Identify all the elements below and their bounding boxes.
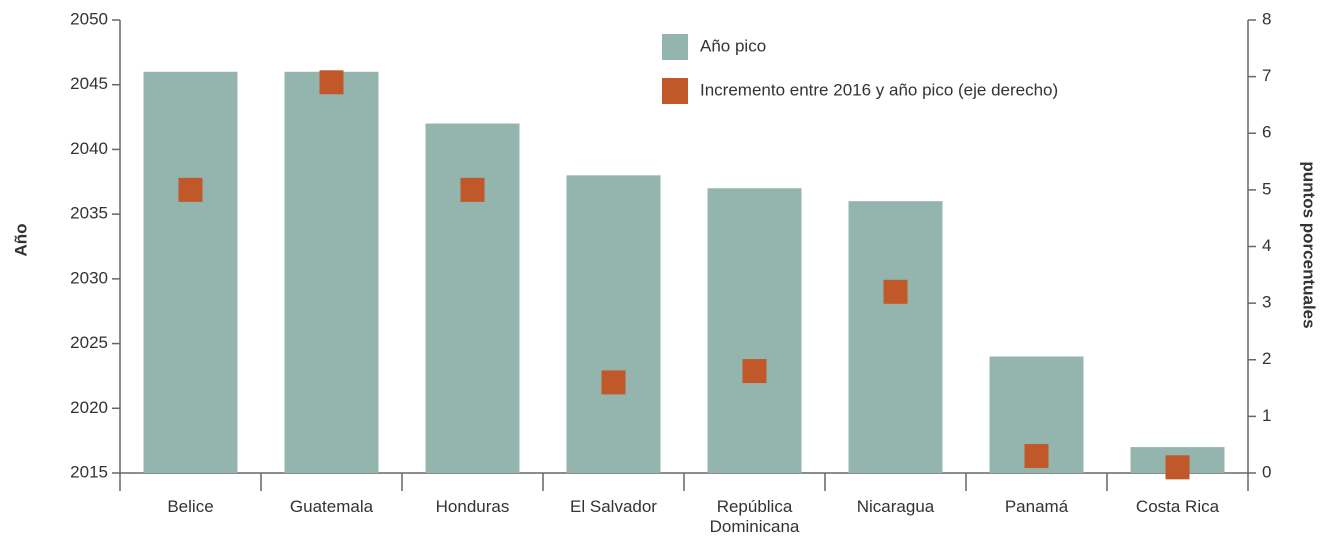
y-tick-label: 2035 (70, 204, 108, 223)
y-axis-label: Año (11, 223, 30, 256)
y2-tick-label: 3 (1262, 293, 1271, 312)
bar (143, 71, 238, 474)
y2-tick-label: 6 (1262, 123, 1271, 142)
y-tick-label: 2020 (70, 398, 108, 417)
marker (601, 370, 626, 395)
y2-tick-label: 4 (1262, 236, 1271, 255)
marker (319, 70, 344, 95)
y2-axis-label: puntos porcentuales (1300, 161, 1319, 328)
y2-tick-label: 0 (1262, 462, 1271, 481)
marker (883, 279, 908, 304)
y-tick-label: 2015 (70, 462, 108, 481)
bar (707, 188, 802, 473)
x-tick-label: Nicaragua (856, 497, 935, 516)
legend-label: Año pico (700, 36, 766, 55)
legend-swatch (662, 34, 688, 60)
x-tick-label: Panamá (1004, 497, 1069, 516)
marker (460, 177, 485, 202)
x-tick-label: Guatemala (289, 497, 374, 516)
marker (1165, 455, 1190, 480)
legend-swatch (662, 78, 688, 104)
y-tick-label: 2040 (70, 139, 108, 158)
bar (566, 175, 661, 474)
bar (425, 123, 520, 474)
marker (178, 177, 203, 202)
x-tick-label: Honduras (435, 497, 510, 516)
x-tick-label: Belice (167, 497, 214, 516)
bar (284, 71, 379, 474)
y2-tick-label: 1 (1262, 406, 1271, 425)
y-tick-label: 2030 (70, 268, 108, 287)
bar (848, 201, 943, 473)
y2-tick-label: 8 (1262, 9, 1271, 28)
y-tick-label: 2050 (70, 9, 108, 28)
y-tick-label: 2025 (70, 333, 108, 352)
marker (742, 359, 767, 384)
y-tick-label: 2045 (70, 74, 108, 93)
y2-tick-label: 2 (1262, 349, 1271, 368)
marker (1024, 444, 1049, 469)
x-tick-label: República Dominicana (709, 497, 800, 536)
y2-tick-label: 7 (1262, 66, 1271, 85)
x-tick-label: El Salvador (570, 497, 657, 516)
legend-label: Incremento entre 2016 y año pico (eje de… (700, 80, 1058, 99)
y2-tick-label: 5 (1262, 179, 1271, 198)
x-tick-label: Costa Rica (1135, 497, 1220, 516)
